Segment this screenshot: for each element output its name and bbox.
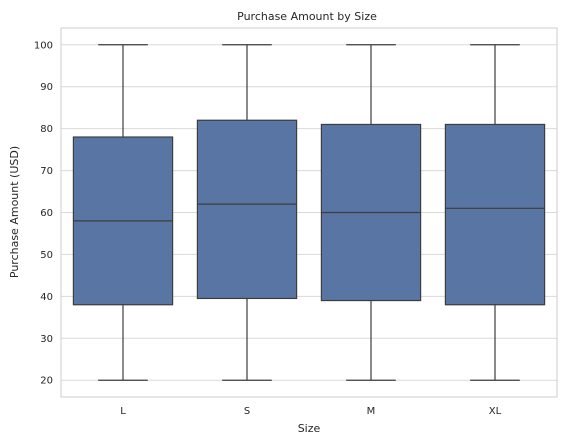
y-axis-label: Purchase Amount (USD) xyxy=(8,146,21,278)
x-tick-label-l: L xyxy=(120,406,126,417)
y-tick-label-30: 30 xyxy=(40,334,53,345)
box-s xyxy=(196,44,298,381)
plot-frame xyxy=(60,27,558,398)
y-tick-label-80: 80 xyxy=(40,124,53,135)
x-tick-labels: L S M XL xyxy=(120,406,501,417)
y-tick-label-60: 60 xyxy=(40,208,53,219)
box-m xyxy=(320,44,422,381)
x-tick-label-m: M xyxy=(367,406,376,417)
x-tick-label-s: S xyxy=(244,406,250,417)
box-layer xyxy=(72,44,546,381)
y-tick-label-40: 40 xyxy=(40,292,53,303)
x-tick-label-xl: XL xyxy=(489,406,502,417)
chart-title: Purchase Amount by Size xyxy=(237,10,377,23)
y-tick-labels: 20 30 40 50 60 70 80 90 100 xyxy=(34,40,53,386)
iqr-box-xl xyxy=(444,123,546,306)
y-tick-label-50: 50 xyxy=(40,250,53,261)
box-xl xyxy=(444,44,546,381)
y-tick-label-100: 100 xyxy=(34,40,53,51)
y-tick-label-20: 20 xyxy=(40,376,53,387)
y-tick-label-90: 90 xyxy=(40,82,53,93)
iqr-box-s xyxy=(196,119,298,300)
box-l xyxy=(72,44,174,381)
x-axis-label: Size xyxy=(298,422,321,435)
y-tick-label-70: 70 xyxy=(40,166,53,177)
